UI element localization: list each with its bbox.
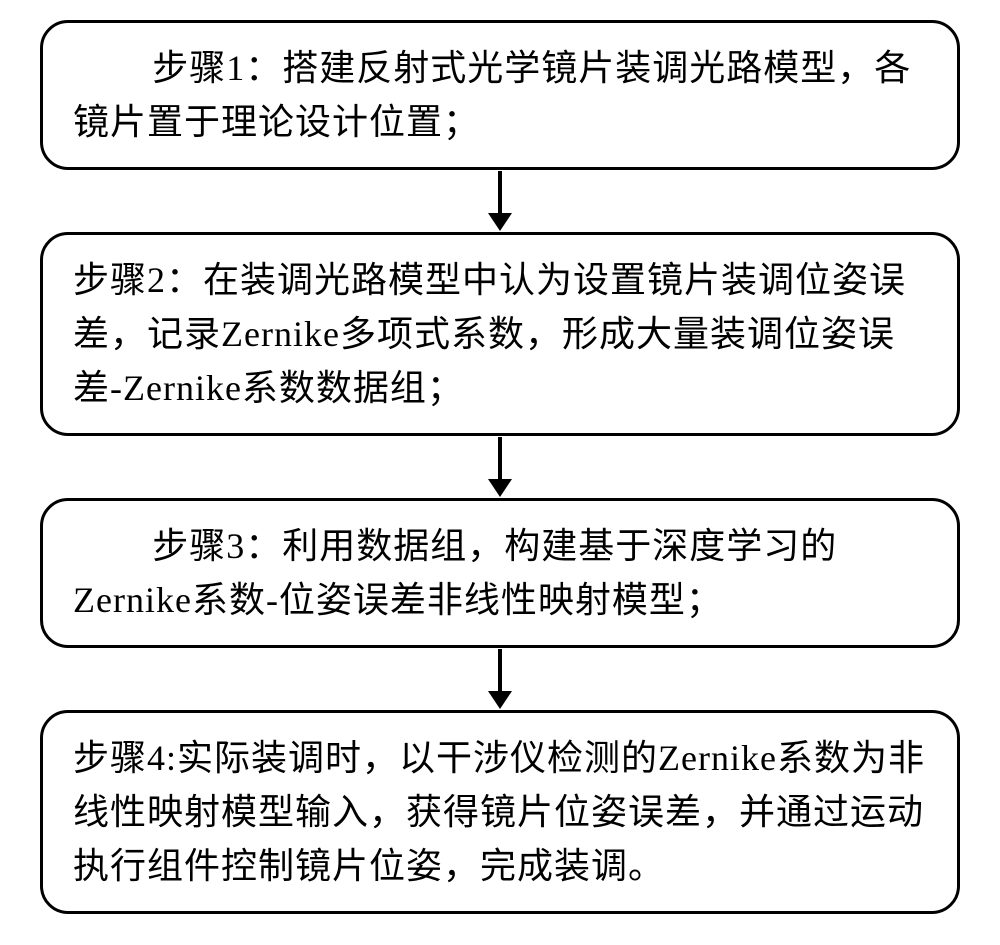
step-box-3: 步骤3：利用数据组，构建基于深度学习的Zernike系数-位姿误差非线性映射模型… — [40, 498, 960, 648]
step-1-text: 步骤1：搭建反射式光学镜片装调光路模型，各镜片置于理论设计位置； — [73, 41, 927, 149]
arrow-3-4 — [488, 648, 512, 710]
arrow-head-icon — [488, 691, 512, 709]
step-box-2: 步骤2：在装调光路模型中认为设置镜片装调位姿误差，记录Zernike多项式系数，… — [40, 232, 960, 436]
arrow-1-2 — [488, 170, 512, 232]
arrow-line — [498, 649, 502, 691]
arrow-line — [498, 437, 502, 479]
arrow-2-3 — [488, 436, 512, 498]
step-3-text: 步骤3：利用数据组，构建基于深度学习的Zernike系数-位姿误差非线性映射模型… — [73, 519, 927, 627]
step-2-text: 步骤2：在装调光路模型中认为设置镜片装调位姿误差，记录Zernike多项式系数，… — [73, 253, 927, 415]
arrow-head-icon — [488, 479, 512, 497]
step-4-text: 步骤4:实际装调时，以干涉仪检测的Zernike系数为非线性映射模型输入，获得镜… — [73, 731, 927, 893]
arrow-head-icon — [488, 213, 512, 231]
arrow-line — [498, 171, 502, 213]
step-box-1: 步骤1：搭建反射式光学镜片装调光路模型，各镜片置于理论设计位置； — [40, 20, 960, 170]
flowchart-container: 步骤1：搭建反射式光学镜片装调光路模型，各镜片置于理论设计位置； 步骤2：在装调… — [30, 20, 970, 914]
step-box-4: 步骤4:实际装调时，以干涉仪检测的Zernike系数为非线性映射模型输入，获得镜… — [40, 710, 960, 914]
